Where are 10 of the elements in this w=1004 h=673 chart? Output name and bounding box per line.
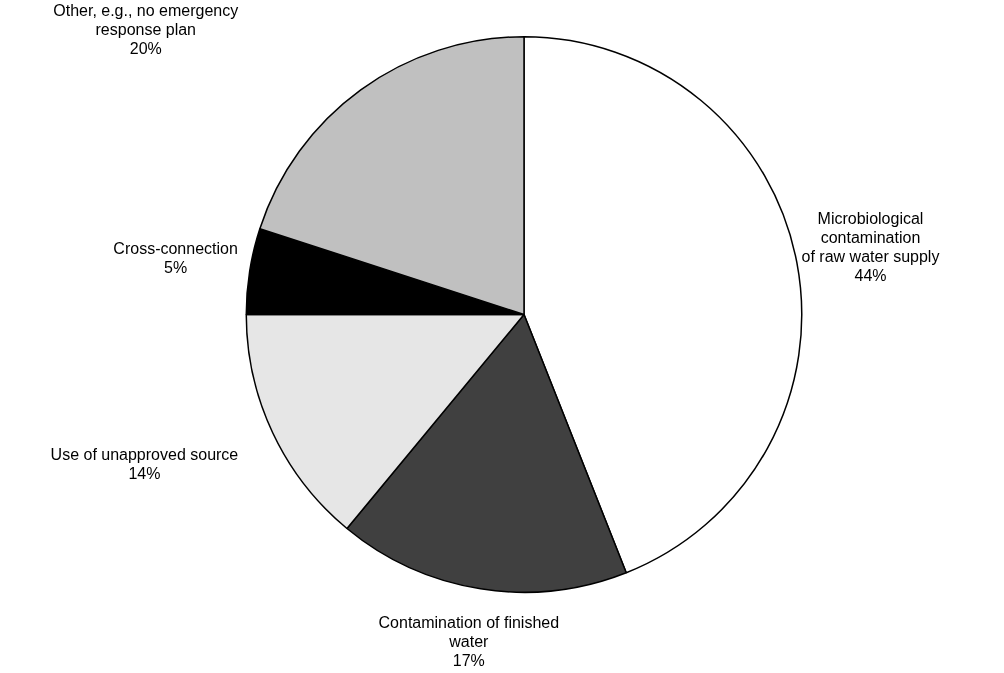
data-label: 14% (128, 464, 161, 482)
data-label: 17% (452, 651, 485, 669)
slice-label: Other, e.g., no emergency response plan (53, 1, 239, 38)
slice-label: Use of unapproved source (50, 445, 239, 463)
data-label: 5% (164, 259, 188, 277)
data-label: 44% (854, 267, 887, 285)
slice-label: Microbiological contamination of raw water supply (801, 210, 940, 266)
slice-label: Contamination of finished water (378, 613, 560, 650)
slice-label: Cross-connection (113, 240, 238, 258)
data-label: 20% (129, 39, 162, 57)
